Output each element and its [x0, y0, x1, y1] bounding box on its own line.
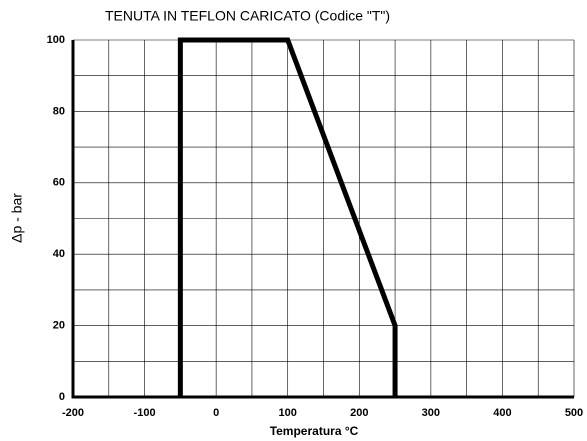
x-tick-label: 0: [213, 407, 219, 419]
y-tick-label: 100: [47, 34, 65, 46]
data-line: [177, 37, 398, 397]
x-tick-label: 200: [350, 407, 368, 419]
x-axis-label: Temperatura °C: [270, 424, 359, 438]
chart-title: TENUTA IN TEFLON CARICATO (Codice "T"): [105, 8, 390, 24]
x-tick-label: 400: [493, 407, 511, 419]
y-tick-label: 20: [53, 320, 65, 332]
x-tick-label: 500: [565, 407, 583, 419]
y-tick-label: 40: [53, 248, 65, 260]
y-tick-label: 0: [59, 391, 65, 403]
y-tick-label: 80: [53, 105, 65, 117]
y-axis-label: Δp - bar: [9, 193, 25, 243]
x-tick-label: 100: [279, 407, 297, 419]
x-tick-label: 300: [422, 407, 440, 419]
x-tick-label: -100: [134, 407, 156, 419]
y-tick-label: 60: [53, 177, 65, 189]
x-tick-label: -200: [62, 407, 84, 419]
